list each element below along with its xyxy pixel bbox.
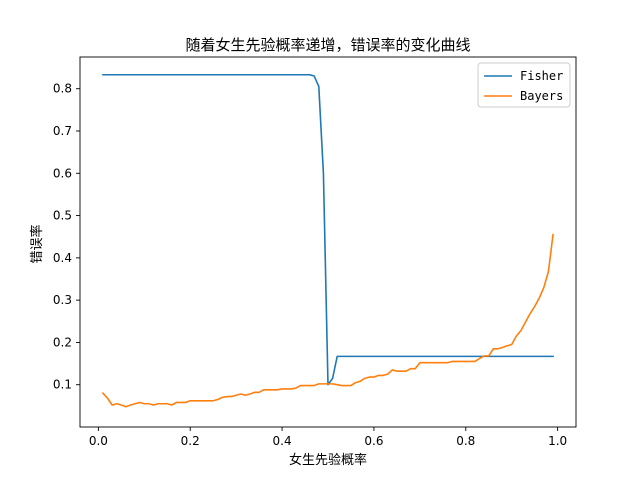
- y-tick-label: 0.5: [53, 209, 72, 223]
- legend-label-fisher: Fisher: [520, 69, 563, 83]
- y-tick-label: 0.3: [53, 293, 72, 307]
- legend: Fisher Bayers: [477, 62, 571, 108]
- y-tick-label: 0.1: [53, 378, 72, 392]
- x-tick-label: 0.4: [273, 434, 292, 448]
- x-tick-label: 0.0: [89, 434, 108, 448]
- y-tick-label: 0.7: [53, 124, 72, 138]
- x-tick-label: 0.6: [364, 434, 383, 448]
- y-axis-title: 错误率: [29, 224, 45, 263]
- plot-series-group: [101, 73, 554, 408]
- series-line-bayers: [101, 233, 554, 408]
- series-line-fisher: [102, 73, 554, 386]
- axes-group: 0.0 0.2 0.4 0.6 0.8 1.0 0.1 0.2 0.3 0.4 0.5 0.6 0.7 0…: [53, 56, 577, 448]
- y-tick-label: 0.6: [53, 166, 72, 180]
- legend-label-bayers: Bayers: [520, 89, 563, 103]
- y-tick-label: 0.4: [53, 251, 72, 265]
- x-tick-label: 0.2: [181, 434, 200, 448]
- y-tick-label: 0.2: [53, 335, 72, 349]
- y-tick-label: 0.8: [53, 82, 72, 96]
- x-axis-title: 女生先验概率: [289, 452, 367, 468]
- x-tick-label: 0.8: [456, 434, 475, 448]
- x-tick-label: 1.0: [548, 434, 567, 448]
- plot-frame: [79, 56, 577, 428]
- chart-title: 随着女生先验概率递增，错误率的变化曲线: [185, 36, 470, 54]
